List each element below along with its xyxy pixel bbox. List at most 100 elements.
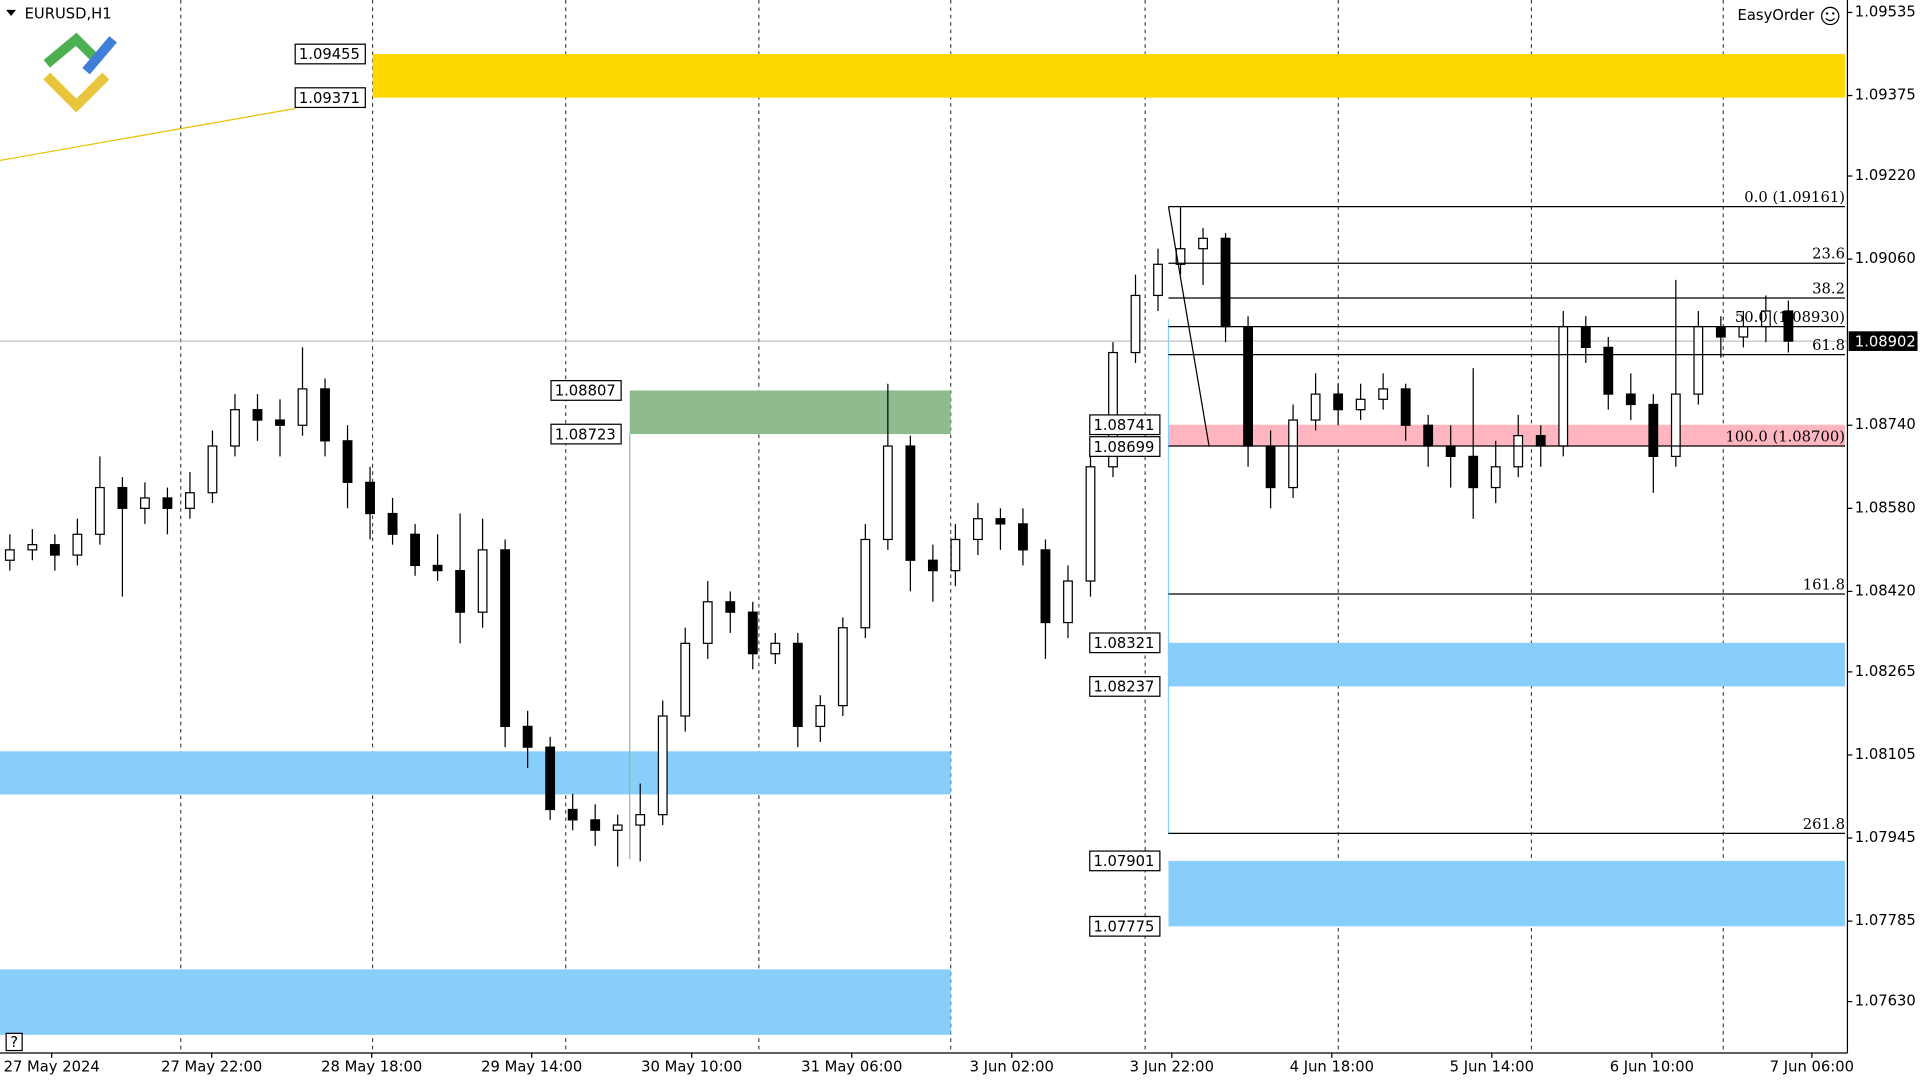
fib-label: 61.8	[1812, 337, 1845, 354]
fib-label: 261.8	[1803, 816, 1845, 833]
fib-label: 23.6	[1812, 246, 1845, 263]
candle-body	[1063, 580, 1073, 624]
candle-body	[1535, 435, 1546, 447]
candle-body	[1310, 393, 1321, 421]
candle-body	[1153, 263, 1163, 297]
candle-body	[1445, 445, 1456, 458]
smiley	[1820, 6, 1840, 26]
x-tick-label: 27 May 2024	[4, 1059, 100, 1076]
y-tick-label: 1.09220	[1855, 167, 1916, 184]
zone-label-box	[1089, 632, 1161, 654]
fib-label: 100.0 (1.08700)	[1726, 428, 1845, 445]
candle-body	[27, 544, 38, 551]
candle-body	[410, 533, 420, 567]
candle-body	[770, 642, 781, 655]
candle-body	[950, 538, 961, 572]
candle-body	[455, 570, 466, 613]
candle-body	[1355, 398, 1366, 411]
candle-body	[1220, 237, 1231, 328]
candle-body	[1108, 351, 1118, 468]
candle-body	[72, 533, 83, 556]
candle-body	[1670, 393, 1681, 458]
y-tick-label: 1.08740	[1855, 416, 1916, 433]
candle-body	[297, 388, 308, 426]
candle-body	[657, 715, 668, 816]
zone-label: 1.08807	[555, 383, 616, 400]
fib-label: 0.0 (1.09161)	[1744, 189, 1845, 206]
y-tick-label: 1.09060	[1855, 250, 1916, 267]
candle-body	[590, 819, 601, 831]
x-tick-label: 29 May 14:00	[481, 1059, 582, 1076]
y-tick-label: 1.08420	[1855, 582, 1916, 599]
candle-body	[972, 518, 983, 541]
candle-body	[1018, 523, 1028, 551]
candle-body	[1693, 325, 1704, 395]
zone-label-box	[550, 380, 622, 401]
price-zone	[0, 969, 951, 1035]
price-zone	[372, 54, 1845, 98]
candle-body	[252, 409, 263, 421]
zone-label: 1.07775	[1093, 919, 1154, 936]
candle-body	[1400, 388, 1411, 426]
zone-label-box	[1089, 850, 1161, 872]
candle-body	[185, 492, 195, 509]
zone-label-box	[1089, 414, 1161, 436]
x-tick-label: 3 Jun 02:00	[970, 1059, 1054, 1076]
candle-body	[117, 486, 128, 509]
overlays: 1.09455 1.09371 1.08807 1.08723 1.08741 1.086…	[294, 43, 1845, 937]
candle-body	[207, 445, 218, 494]
price-zone	[0, 751, 951, 795]
candle-body	[1085, 466, 1096, 582]
x-tick-label: 30 May 10:00	[641, 1059, 742, 1076]
y-tick-label: 1.08580	[1855, 499, 1916, 516]
candle-body	[4, 549, 15, 561]
candle-body	[927, 559, 938, 572]
candle-body	[792, 642, 803, 728]
candle-body	[94, 486, 105, 535]
fib-label: 38.2	[1812, 280, 1845, 297]
x-tick-label: 31 May 06:00	[801, 1059, 902, 1076]
zone-label-box	[1089, 915, 1161, 937]
candle-body	[1648, 403, 1659, 458]
candle-body	[1423, 424, 1434, 447]
candle-body	[522, 725, 533, 748]
y-tick-label: 1.07785	[1855, 912, 1916, 929]
x-tick-label: 27 May 22:00	[161, 1059, 262, 1076]
current-price-label: 1.08902	[1855, 333, 1916, 350]
zone-label: 1.09371	[299, 90, 360, 107]
candle-body	[860, 538, 871, 629]
candle-body	[747, 611, 758, 655]
candle-body	[680, 642, 691, 717]
x-tick-label: 6 Jun 10:00	[1610, 1059, 1694, 1076]
candle-body	[477, 549, 488, 613]
candle-body	[1198, 237, 1208, 250]
candle-body	[612, 824, 623, 831]
symbol-label: EURUSD,H1	[25, 6, 112, 23]
help-text[interactable]: ?	[10, 1034, 18, 1051]
logo	[43, 32, 117, 113]
candle-body	[567, 808, 578, 821]
candle-body	[320, 388, 330, 442]
symbol-menu[interactable]	[6, 9, 16, 16]
candle-body	[1265, 445, 1276, 489]
price-zone	[1168, 642, 1845, 687]
candle-body	[882, 445, 893, 541]
y-tick-label: 1.08105	[1855, 746, 1916, 763]
zone-label-box	[294, 43, 366, 65]
x-tick-label: 4 Jun 18:00	[1290, 1059, 1374, 1076]
zone-label: 1.08321	[1093, 635, 1154, 652]
candle-body	[1738, 325, 1749, 338]
zones	[0, 54, 1848, 1035]
y-tick-label: 1.07945	[1855, 829, 1916, 846]
candle-body	[1468, 455, 1479, 489]
candle-body	[1513, 435, 1524, 468]
candle-body	[1333, 393, 1344, 411]
fib-trend	[1167, 206, 1210, 447]
candle-body	[1490, 466, 1501, 489]
candle-body	[1625, 393, 1636, 406]
candle-body	[1243, 325, 1253, 447]
candle-body	[815, 705, 826, 728]
help-button[interactable]	[5, 1032, 23, 1052]
